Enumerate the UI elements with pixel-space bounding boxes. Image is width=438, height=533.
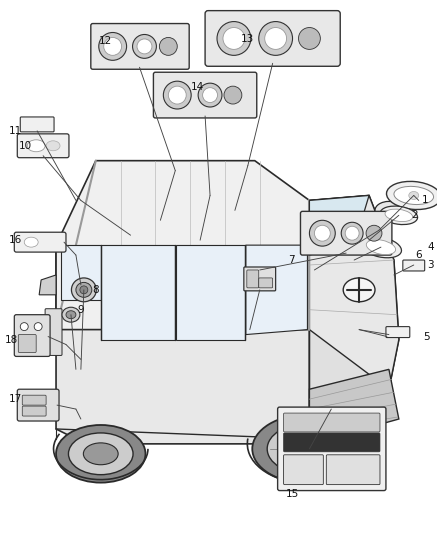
Text: 6: 6 (415, 250, 422, 260)
Ellipse shape (217, 21, 251, 55)
Ellipse shape (343, 278, 375, 302)
Ellipse shape (62, 307, 80, 322)
Ellipse shape (380, 206, 417, 224)
FancyBboxPatch shape (22, 395, 46, 405)
Ellipse shape (71, 278, 96, 302)
FancyBboxPatch shape (247, 270, 259, 288)
FancyBboxPatch shape (403, 260, 425, 271)
Ellipse shape (409, 191, 419, 199)
Ellipse shape (99, 33, 127, 60)
Ellipse shape (366, 225, 382, 241)
Text: 2: 2 (411, 211, 418, 220)
Text: 11: 11 (9, 126, 22, 136)
Ellipse shape (298, 28, 320, 50)
FancyBboxPatch shape (20, 117, 54, 132)
Polygon shape (61, 245, 101, 300)
Text: 7: 7 (288, 255, 295, 265)
Ellipse shape (56, 425, 145, 482)
FancyBboxPatch shape (18, 335, 36, 352)
Text: 5: 5 (424, 332, 430, 342)
Ellipse shape (27, 140, 45, 152)
Ellipse shape (66, 311, 76, 319)
Text: 13: 13 (241, 35, 254, 44)
Ellipse shape (68, 433, 133, 475)
Ellipse shape (366, 240, 396, 255)
FancyBboxPatch shape (326, 455, 380, 484)
Ellipse shape (345, 226, 359, 240)
Ellipse shape (20, 322, 28, 330)
FancyBboxPatch shape (283, 455, 323, 484)
Text: 15: 15 (286, 489, 299, 498)
Polygon shape (246, 245, 307, 335)
Ellipse shape (259, 21, 293, 55)
Text: 4: 4 (427, 242, 434, 252)
Polygon shape (309, 196, 399, 389)
Text: 12: 12 (99, 36, 113, 46)
Ellipse shape (223, 28, 245, 50)
Ellipse shape (133, 35, 156, 58)
Polygon shape (309, 369, 399, 444)
FancyBboxPatch shape (14, 314, 50, 357)
Polygon shape (309, 196, 399, 419)
Polygon shape (101, 245, 175, 340)
FancyBboxPatch shape (283, 413, 380, 432)
Ellipse shape (394, 187, 434, 205)
FancyBboxPatch shape (153, 72, 257, 118)
Ellipse shape (76, 282, 92, 297)
Polygon shape (56, 245, 309, 444)
Ellipse shape (24, 237, 38, 247)
Ellipse shape (224, 86, 242, 104)
FancyBboxPatch shape (278, 407, 386, 490)
Ellipse shape (80, 286, 88, 294)
Ellipse shape (34, 322, 42, 330)
Text: 10: 10 (19, 141, 32, 151)
FancyBboxPatch shape (259, 278, 273, 288)
Ellipse shape (375, 201, 403, 219)
Ellipse shape (137, 39, 152, 54)
Text: 3: 3 (427, 260, 434, 270)
Ellipse shape (198, 83, 222, 107)
Ellipse shape (203, 87, 218, 102)
Ellipse shape (46, 141, 60, 151)
Text: 8: 8 (92, 285, 99, 295)
Text: 9: 9 (78, 305, 84, 314)
Text: 1: 1 (421, 196, 428, 205)
Ellipse shape (104, 37, 122, 55)
Ellipse shape (265, 28, 286, 50)
Ellipse shape (159, 37, 177, 55)
Text: 18: 18 (5, 335, 18, 344)
FancyBboxPatch shape (244, 267, 276, 291)
FancyBboxPatch shape (14, 232, 66, 252)
Text: 14: 14 (191, 82, 204, 92)
FancyBboxPatch shape (22, 406, 46, 416)
FancyBboxPatch shape (91, 23, 189, 69)
Ellipse shape (252, 414, 367, 483)
Ellipse shape (287, 435, 332, 463)
Text: 17: 17 (9, 394, 22, 404)
FancyBboxPatch shape (45, 309, 62, 356)
FancyBboxPatch shape (205, 11, 340, 66)
FancyBboxPatch shape (386, 327, 410, 337)
Ellipse shape (163, 81, 191, 109)
FancyBboxPatch shape (283, 433, 380, 452)
Ellipse shape (309, 220, 335, 246)
Ellipse shape (386, 181, 438, 209)
Ellipse shape (83, 443, 118, 465)
Text: 16: 16 (9, 235, 22, 245)
Ellipse shape (267, 423, 352, 475)
FancyBboxPatch shape (300, 212, 392, 255)
Polygon shape (56, 160, 309, 329)
Ellipse shape (360, 237, 402, 258)
FancyBboxPatch shape (17, 134, 69, 158)
Ellipse shape (385, 209, 413, 222)
Ellipse shape (168, 86, 186, 104)
FancyBboxPatch shape (17, 389, 59, 421)
Polygon shape (309, 196, 369, 255)
Ellipse shape (314, 225, 330, 241)
Polygon shape (176, 245, 245, 340)
Polygon shape (39, 275, 56, 295)
Ellipse shape (341, 222, 363, 244)
